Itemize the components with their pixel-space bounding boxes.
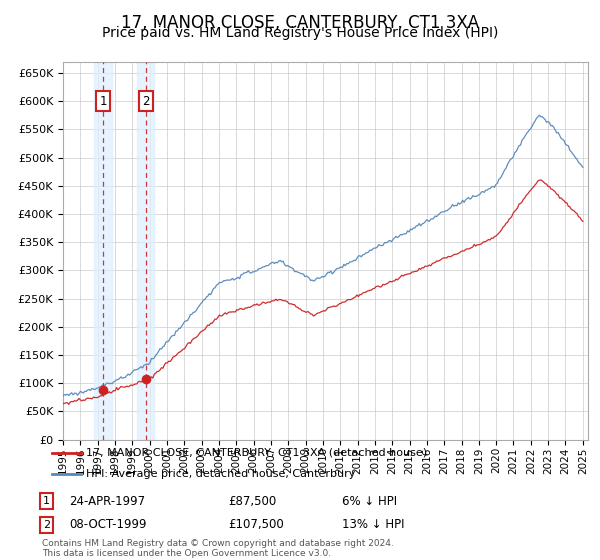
Text: 2: 2 (142, 95, 149, 108)
Text: £107,500: £107,500 (228, 518, 284, 531)
Text: 6% ↓ HPI: 6% ↓ HPI (342, 494, 397, 508)
Text: £87,500: £87,500 (228, 494, 276, 508)
Text: 17, MANOR CLOSE, CANTERBURY, CT1 3XA: 17, MANOR CLOSE, CANTERBURY, CT1 3XA (121, 14, 479, 32)
Text: 13% ↓ HPI: 13% ↓ HPI (342, 518, 404, 531)
Bar (94, 62, 112, 440)
Text: 24-APR-1997: 24-APR-1997 (69, 494, 145, 508)
Text: 1: 1 (43, 496, 50, 506)
Text: HPI: Average price, detached house, Canterbury: HPI: Average price, detached house, Cant… (86, 469, 356, 479)
Text: Contains HM Land Registry data © Crown copyright and database right 2024.
This d: Contains HM Land Registry data © Crown c… (42, 539, 394, 558)
Text: 2: 2 (43, 520, 50, 530)
Text: 1: 1 (99, 95, 107, 108)
Text: Price paid vs. HM Land Registry's House Price Index (HPI): Price paid vs. HM Land Registry's House … (102, 26, 498, 40)
Text: 17, MANOR CLOSE, CANTERBURY, CT1 3XA (detached house): 17, MANOR CLOSE, CANTERBURY, CT1 3XA (de… (86, 448, 427, 458)
Text: 08-OCT-1999: 08-OCT-1999 (69, 518, 146, 531)
Bar (137, 62, 154, 440)
